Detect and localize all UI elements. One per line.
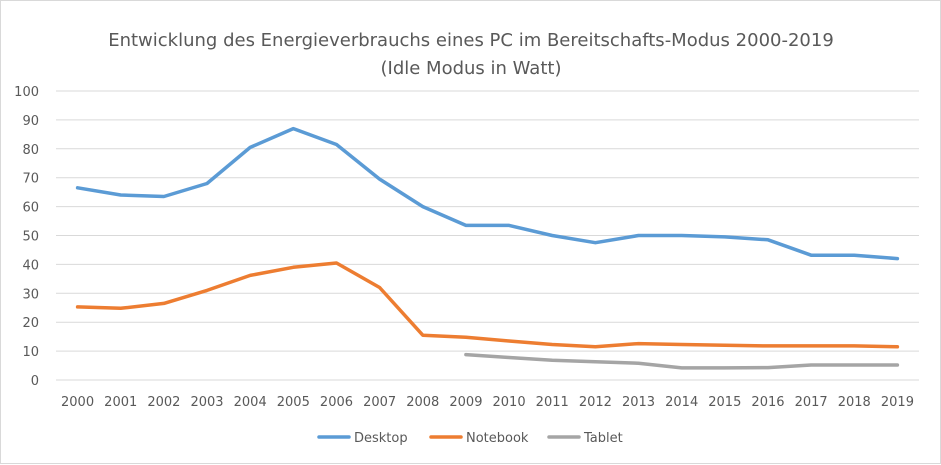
x-axis-ticks: 2000 2001 2002 2003 2004 2005 2006 2007 2008 2009… — [61, 395, 914, 410]
x-tick-label: 2011 — [536, 395, 569, 410]
y-tick-label: 30 — [22, 287, 39, 302]
gridlines — [56, 90, 919, 381]
x-tick-label: 2018 — [838, 395, 871, 410]
y-tick-label: 20 — [22, 316, 39, 331]
x-tick-label: 2001 — [104, 395, 137, 410]
y-tick-label: 90 — [22, 114, 39, 129]
series-lines — [75, 126, 900, 370]
y-tick-label: 50 — [22, 230, 39, 245]
x-tick-label: 2014 — [665, 395, 698, 410]
x-tick-label: 2015 — [708, 395, 741, 410]
x-tick-label: 2006 — [320, 395, 353, 410]
series-line-notebook — [75, 261, 900, 349]
y-tick-label: 60 — [22, 201, 39, 216]
legend: Desktop Notebook Tablet — [317, 431, 623, 446]
chart-subtitle: (Idle Modus in Watt) — [381, 58, 562, 79]
y-tick-label: 80 — [22, 143, 39, 158]
x-tick-label: 2007 — [363, 395, 396, 410]
x-tick-label: 2019 — [881, 395, 914, 410]
x-tick-label: 2002 — [147, 395, 180, 410]
x-tick-label: 2013 — [622, 395, 655, 410]
x-tick-label: 2008 — [406, 395, 439, 410]
x-tick-label: 2005 — [277, 395, 310, 410]
y-tick-label: 40 — [22, 258, 39, 273]
y-tick-label: 10 — [22, 345, 39, 360]
legend-label-notebook: Notebook — [466, 431, 529, 446]
y-tick-label: 100 — [14, 85, 39, 100]
legend-label-tablet: Tablet — [583, 431, 623, 446]
x-tick-label: 2000 — [61, 395, 94, 410]
chart-title: Entwicklung des Energieverbrauchs eines … — [108, 30, 834, 51]
series-line-tablet — [464, 352, 900, 370]
y-axis-ticks: 0 10 20 30 40 50 60 70 80 90 100 — [14, 85, 39, 389]
x-tick-label: 2003 — [190, 395, 223, 410]
x-tick-label: 2004 — [234, 395, 267, 410]
x-tick-label: 2017 — [795, 395, 828, 410]
x-tick-label: 2016 — [751, 395, 784, 410]
y-tick-label: 70 — [22, 172, 39, 187]
y-tick-label: 0 — [31, 374, 39, 389]
x-tick-label: 2009 — [449, 395, 482, 410]
legend-label-desktop: Desktop — [354, 431, 408, 446]
series-line-desktop — [75, 126, 900, 261]
x-tick-label: 2012 — [579, 395, 612, 410]
x-tick-label: 2010 — [493, 395, 526, 410]
